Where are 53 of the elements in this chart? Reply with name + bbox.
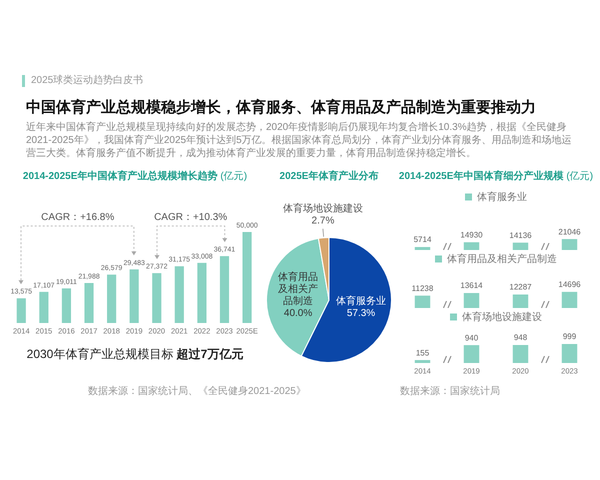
chart-title: 2025E年体育产业分布 [280,171,378,182]
bar [512,242,528,250]
data-label: 57.3% [346,308,376,320]
data-label: 12287 [509,282,532,292]
bar [84,282,94,323]
bar [16,298,26,323]
source-note: 数据来源：国家统计局 [400,386,500,398]
slice-label: 体育服务业 [336,295,386,308]
data-label: 940 [464,333,479,342]
text: 近年来中国体育产业总规模呈现持续向好的发展态势，2020年疫情影响后仍展现年均复合增长10.3%趋势，根据《全民健身2021-2025年》，我国体育产业2025年预计达到5万亿。根据国家体育总局划分，体育产业划分体育服务、用品制造和场地运营三大类。体育服务产值不断提升，成为推动体育产业发展的重要力量，体育用品制造保持稳定增长。 [26,121,573,160]
data-label: 2.7% [312,216,334,227]
legend-label: 体育场地设施建设 [462,310,542,323]
bar [174,266,184,323]
legend-label: 体育服务业 [477,190,527,203]
text: 2025球类运动趋势白皮书 [31,74,144,88]
y-axis-title: (亿元) [220,171,248,182]
bar [414,360,430,363]
chart-title: 2014-2025E年中国体育细分产业规模 [398,171,564,182]
bar [562,344,578,363]
bar [152,273,162,323]
bar [464,345,480,363]
data-label: 14136 [509,230,532,240]
bar [242,232,252,323]
bar [414,247,430,250]
bar [512,344,528,363]
data-label: 155 [416,348,430,358]
data-label: 11238 [412,284,434,293]
bar [220,256,230,323]
data-label: 999 [562,332,577,342]
legend-label: 体育用品及相关产品制造 [447,252,557,265]
text: CAGR：+16.8% [41,212,114,223]
data-label: 40.0% [284,308,312,320]
data-label: 13614 [460,281,484,290]
source-note: 数据来源：国家统计局、《全民健身2021-2025》 [88,386,306,398]
chart-title: 2014-2025E年中国体育产业总规模增长趋势 [22,171,218,182]
bar [39,292,48,323]
data-label: 14930 [460,230,484,240]
data-label: 948 [514,333,528,342]
slice-label: 体育用品及相关产品制造 [278,271,318,308]
text: 2030年体育产业总规模目标 超过7万亿元 [26,347,244,361]
bar [464,242,480,250]
text: CAGR：+10.3% [154,212,228,223]
text: 中国体育产业总规模稳步增长，体育服务、体育用品及产品制造为重要推动力 [26,98,537,117]
bar [107,274,116,323]
bar [562,239,578,250]
bar [130,269,139,323]
bar [197,262,206,323]
data-label: 14696 [558,280,582,290]
data-label: 5714 [414,235,432,244]
data-label: 21046 [558,227,582,236]
bar [62,288,72,323]
y-axis-title: (亿元) [566,171,594,182]
slice-label: 体育场地设施建设 [282,202,363,215]
